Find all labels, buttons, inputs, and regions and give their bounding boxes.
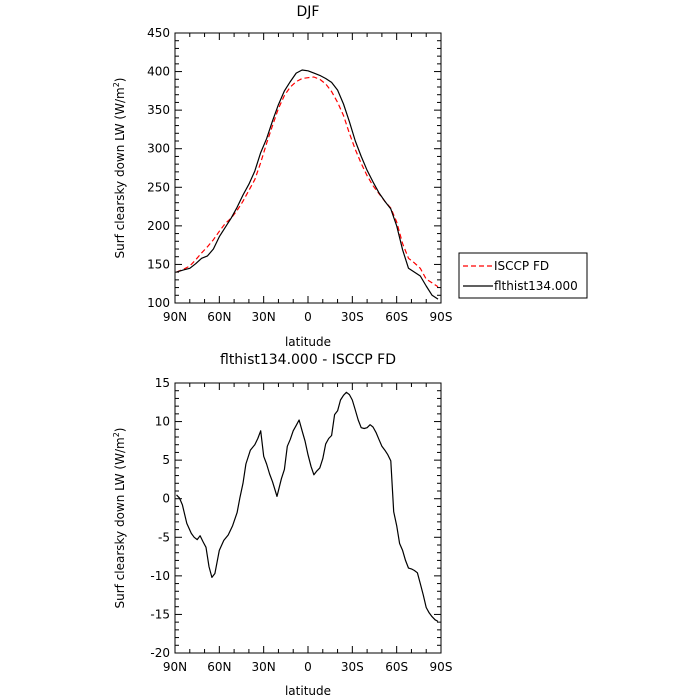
- bottom-y-tick-label: 10: [155, 415, 170, 429]
- top-y-tick-label: 450: [147, 26, 170, 40]
- bottom-series-line-0: [176, 391, 439, 622]
- top-x-tick-label: 30N: [252, 310, 276, 324]
- bottom-panel: flthist134.000 - ISCCP FD 90N 60N 30N 0 30S 6…: [112, 352, 452, 698]
- top-x-axis-label: latitude: [285, 335, 331, 349]
- top-y-tick-label: 350: [147, 103, 170, 117]
- legend-label-isccp-fd: ISCCP FD: [494, 259, 549, 273]
- top-y-tick-label: 400: [147, 65, 170, 79]
- bottom-series: [176, 391, 439, 622]
- bottom-x-tick-label: 30S: [341, 660, 364, 674]
- bottom-x-tick-label: 0: [304, 660, 312, 674]
- top-series-line-1: [176, 69, 439, 300]
- legend: ISCCP FD flthist134.000: [458, 252, 588, 299]
- bottom-x-tick-label: 60N: [207, 660, 231, 674]
- top-x-tick-label: 60S: [385, 310, 408, 324]
- top-y-tick-label: 250: [147, 180, 170, 194]
- top-y-axis-label: Surf clearsky down LW (W/m2): [112, 77, 127, 258]
- top-x-tick-label: 90S: [430, 310, 453, 324]
- top-y-tick-label: 300: [147, 142, 170, 156]
- top-y-tick-label: 150: [147, 257, 170, 271]
- bottom-y-tick-label: 15: [155, 376, 170, 390]
- bottom-x-axis-label: latitude: [285, 684, 331, 698]
- bottom-chart-title: flthist134.000 - ISCCP FD: [220, 352, 396, 368]
- legend-label-flthist: flthist134.000: [494, 279, 578, 293]
- top-y-tick-label: 100: [147, 296, 170, 310]
- top-panel: DJF 90N 60N 30N 0 30S 60S 90S 100 150 200 250 300 35…: [112, 4, 588, 349]
- top-x-tick-label: 30S: [341, 310, 364, 324]
- bottom-y-tick-label: 0: [162, 492, 170, 506]
- bottom-y-tick-label: 5: [162, 453, 170, 467]
- bottom-plot-frame: [174, 382, 442, 654]
- top-series-line-0: [176, 76, 439, 288]
- bottom-ticks: [174, 382, 442, 654]
- bottom-y-tick-label: -20: [150, 646, 170, 660]
- bottom-y-axis-label: Surf clearsky down LW (W/m2): [112, 427, 127, 608]
- bottom-x-tick-label: 90S: [430, 660, 453, 674]
- top-tick-labels: 90N 60N 30N 0 30S 60S 90S 100 150 200 250 300 350 400…: [147, 26, 452, 324]
- legend-box: [458, 252, 588, 299]
- top-y-tick-label: 200: [147, 219, 170, 233]
- top-x-tick-label: 0: [304, 310, 312, 324]
- bottom-x-tick-label: 30N: [252, 660, 276, 674]
- bottom-x-tick-label: 90N: [163, 660, 187, 674]
- top-x-tick-label: 90N: [163, 310, 187, 324]
- bottom-x-tick-label: 60S: [385, 660, 408, 674]
- top-x-tick-label: 60N: [207, 310, 231, 324]
- bottom-y-tick-label: -10: [150, 569, 170, 583]
- bottom-y-tick-label: -15: [150, 607, 170, 621]
- top-chart-title: DJF: [297, 4, 320, 20]
- top-plot-frame: [174, 32, 442, 304]
- bottom-tick-labels: 90N 60N 30N 0 30S 60S 90S -20 -15 -10 -5 0 5 10 15: [150, 376, 452, 674]
- top-ticks: [174, 32, 442, 304]
- top-series: [176, 69, 439, 300]
- bottom-y-tick-label: -5: [158, 530, 170, 544]
